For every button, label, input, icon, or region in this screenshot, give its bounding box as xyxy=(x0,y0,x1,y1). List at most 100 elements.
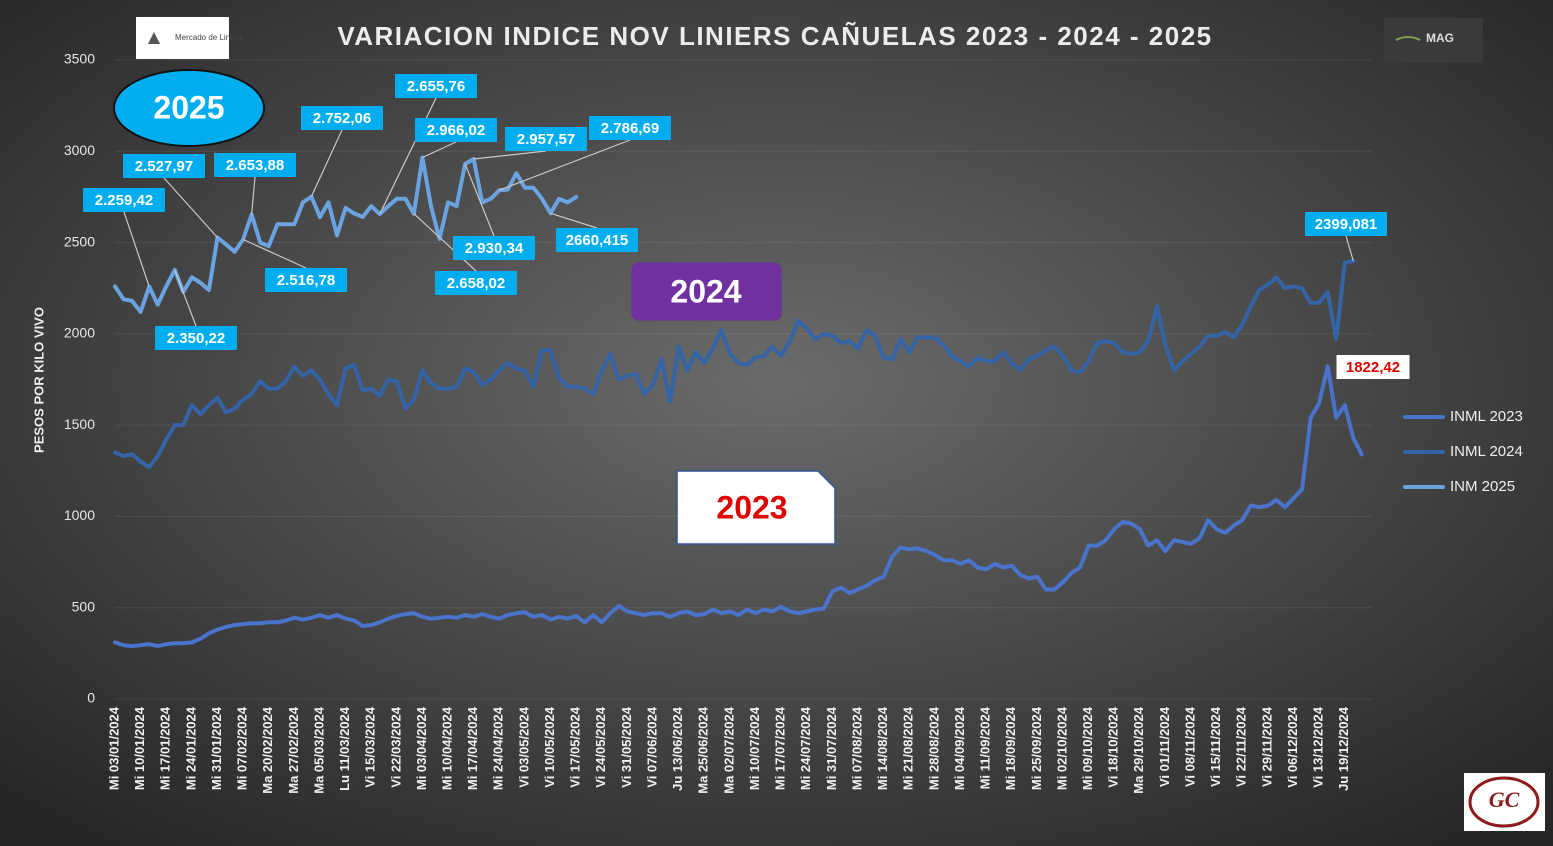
data-label: 2.655,76 xyxy=(407,78,465,95)
badge-text: 2024 xyxy=(670,273,741,309)
badge-text: 2025 xyxy=(153,89,224,125)
x-tick-label: Mi 10/01/2024 xyxy=(132,706,147,790)
label-box xyxy=(415,118,497,142)
x-tick-label: Ju 13/06/2024 xyxy=(670,706,685,791)
logo-text: MAG xyxy=(1426,31,1454,45)
x-tick-label: Mi 11/09/2024 xyxy=(978,706,993,789)
leader-line xyxy=(422,141,457,159)
leader-line xyxy=(174,269,197,327)
logo-box xyxy=(1464,773,1545,831)
leader-line xyxy=(473,150,547,160)
label-box xyxy=(435,271,517,295)
x-tick-label: Mi 28/08/2024 xyxy=(926,706,941,790)
x-tick-label: Mi 25/09/2024 xyxy=(1029,706,1044,790)
x-tick-label: Vi 07/06/2024 xyxy=(644,706,659,787)
x-tick-label: Mi 18/09/2024 xyxy=(1003,706,1018,790)
y-tick-label: 500 xyxy=(72,598,96,614)
label-box xyxy=(395,74,477,98)
x-tick-label: Ma 29/10/2024 xyxy=(1131,706,1146,794)
y-tick-label: 1000 xyxy=(64,507,95,523)
leader-line xyxy=(163,177,218,238)
x-tick-label: Mi 03/04/2024 xyxy=(414,706,429,790)
x-tick-label: Mi 17/01/2024 xyxy=(158,706,173,790)
x-tick-label: Ju 19/12/2024 xyxy=(1336,706,1351,791)
badge-shape xyxy=(113,69,265,147)
x-tick-label: Mi 14/08/2024 xyxy=(875,706,890,790)
x-tick-label: Vi 29/11/2024 xyxy=(1259,706,1274,787)
x-tick-label: Vi 15/11/2024 xyxy=(1208,706,1223,787)
badge-2025: 2025 xyxy=(113,69,265,147)
legend-label: INML 2023 xyxy=(1450,408,1523,425)
leader-line xyxy=(242,238,307,269)
x-tick-label: Mi 10/04/2024 xyxy=(439,706,454,790)
badge-text: 2023 xyxy=(716,489,787,525)
logo-left: Mercado de Liniers xyxy=(136,17,243,59)
x-tick-label: Vi 10/05/2024 xyxy=(542,706,557,787)
x-tick-label: Vi 24/05/2024 xyxy=(593,706,608,787)
x-tick-label: Ma 02/07/2024 xyxy=(721,706,736,794)
badge-2023: 2023 xyxy=(676,470,836,545)
leader-line xyxy=(499,139,631,191)
leader-line xyxy=(310,129,343,197)
data-label: 2.527,97 xyxy=(135,158,193,175)
x-tick-label: Mi 03/01/2024 xyxy=(106,706,121,790)
logo-box xyxy=(1384,18,1483,63)
y-tick-label: 2000 xyxy=(64,325,95,341)
logo-ring xyxy=(1468,776,1540,828)
x-tick-label: Mi 17/07/2024 xyxy=(773,706,788,790)
leader-line xyxy=(1345,235,1354,262)
plot-area: 0 500 1000 1500 2000 2500 3000 3500 Mi 03/01/202… xyxy=(64,51,1523,794)
y-tick-label: 3000 xyxy=(64,142,95,158)
legend-label: INM 2025 xyxy=(1450,478,1515,495)
label-box xyxy=(556,228,638,252)
data-label: 2399,081 xyxy=(1315,216,1378,233)
x-tick-label: Mi 09/10/2024 xyxy=(1080,706,1095,790)
y-axis-label: PESOS POR KILO VIVO xyxy=(31,307,46,453)
badge-shape xyxy=(676,470,836,545)
x-tick-label: Ma 27/02/2024 xyxy=(286,706,301,794)
data-label: 2.350,22 xyxy=(167,330,225,347)
data-label: 2.786,69 xyxy=(601,120,659,137)
x-tick-label: Vi 01/11/2024 xyxy=(1157,706,1172,787)
x-tick-label: Vi 06/12/2024 xyxy=(1285,706,1300,787)
x-tick-label: Mi 17/04/2024 xyxy=(465,706,480,790)
label-box xyxy=(155,326,237,350)
leader-line xyxy=(123,211,150,287)
leader-line xyxy=(413,213,477,272)
data-label: 2.516,78 xyxy=(277,272,335,289)
x-tick-label: Mi 21/08/2024 xyxy=(901,706,916,790)
x-tick-label: Ma 25/06/2024 xyxy=(696,706,711,794)
x-tick-label: Vi 18/10/2024 xyxy=(1106,706,1121,787)
logo-text: Mercado de Liniers xyxy=(175,33,243,42)
logo-icon xyxy=(148,32,160,44)
label-box xyxy=(505,127,587,151)
leader-line xyxy=(251,176,256,215)
x-tick-label: Mi 31/01/2024 xyxy=(209,706,224,790)
label-box xyxy=(1336,355,1410,379)
x-tick-label: Mi 24/07/2024 xyxy=(798,706,813,790)
x-tick-label: Vi 31/05/2024 xyxy=(619,706,634,787)
x-tick-label: Lu 11/03/2024 xyxy=(337,706,352,791)
badge-shape xyxy=(630,261,783,322)
label-box xyxy=(589,116,671,140)
logo-text: GC xyxy=(1489,787,1520,812)
x-tick-label: Vi 15/03/2024 xyxy=(363,706,378,787)
badge-2024: 2024 xyxy=(630,261,783,322)
data-label: 2.957,57 xyxy=(517,131,575,148)
x-tick-label: Mi 02/10/2024 xyxy=(1054,706,1069,790)
y-tick-label: 0 xyxy=(87,690,95,706)
label-box xyxy=(301,106,383,130)
chart-title: VARIACION INDICE NOV LINIERS CAÑUELAS 20… xyxy=(337,21,1212,51)
x-tick-label: Vi 08/11/2024 xyxy=(1182,706,1197,787)
label-box xyxy=(83,188,165,212)
legend-label: INML 2024 xyxy=(1450,443,1523,460)
y-tick-label: 2500 xyxy=(64,233,95,249)
data-label: 2.966,02 xyxy=(427,122,485,139)
x-tick-label: Vi 22/11/2024 xyxy=(1234,706,1249,787)
x-tick-label: Mi 10/07/2024 xyxy=(747,706,762,790)
x-tick-label: Ma 20/02/2024 xyxy=(260,706,275,794)
y-tick-label: 3500 xyxy=(64,51,95,67)
logo-corner: GC xyxy=(1464,773,1545,831)
